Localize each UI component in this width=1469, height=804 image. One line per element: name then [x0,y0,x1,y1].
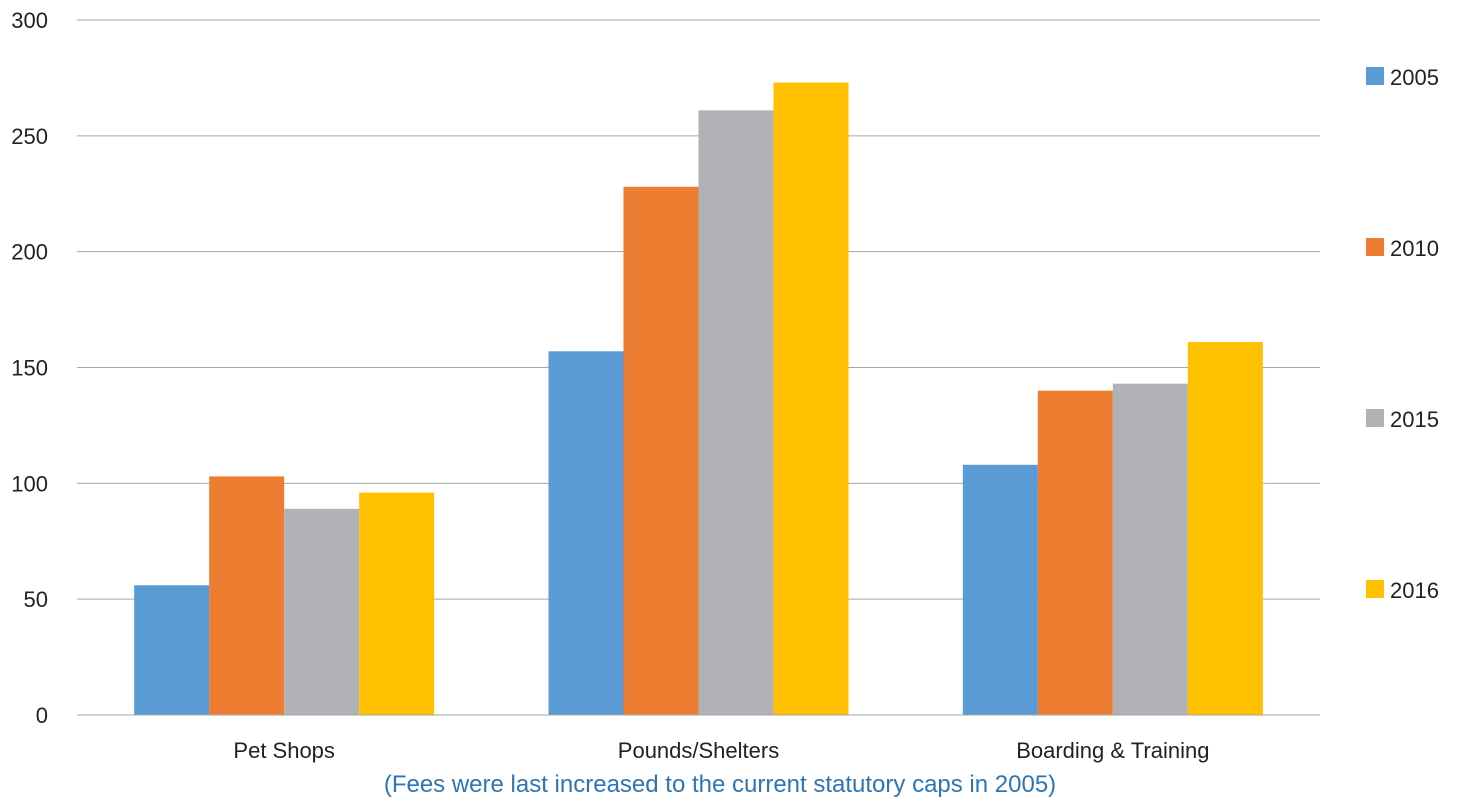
x-category-label: Pet Shops [233,738,335,763]
bar-2016 [1187,342,1263,715]
bar-2015 [1112,383,1188,715]
bar-2015 [284,508,360,715]
bar-2005 [962,464,1038,715]
legend-label: 2015 [1390,407,1439,432]
y-tick-label: 0 [36,703,48,728]
bar-2016 [773,82,849,716]
y-tick-label: 300 [11,8,48,33]
legend-label: 2010 [1390,236,1439,261]
legend-label: 2005 [1390,65,1439,90]
bar-2010 [623,186,699,716]
y-axis-ticks: 0 50 100 150 200 250 300 [11,8,48,728]
bars [134,82,1263,716]
bar-2010 [1037,390,1113,715]
y-tick-label: 200 [11,240,48,265]
category-labels: Pet Shops Pounds/Shelters Boarding & Train… [233,738,1209,763]
legend-swatch [1366,67,1384,85]
bar-2016 [359,492,435,715]
legend: 2005 2010 2015 2016 [1366,65,1439,603]
bar-2015 [698,110,774,716]
x-category-label: Boarding & Training [1016,738,1209,763]
legend-swatch [1366,238,1384,256]
y-tick-label: 250 [11,124,48,149]
bar-2005 [134,585,210,715]
legend-swatch [1366,409,1384,427]
bar-2005 [548,351,624,715]
chart-caption: (Fees were last increased to the current… [384,771,1056,798]
bar-2010 [209,476,285,715]
legend-label: 2016 [1390,578,1439,603]
y-tick-label: 100 [11,471,48,496]
y-tick-label: 150 [11,356,48,381]
x-category-label: Pounds/Shelters [618,738,779,763]
y-tick-label: 50 [24,587,48,612]
legend-swatch [1366,580,1384,598]
